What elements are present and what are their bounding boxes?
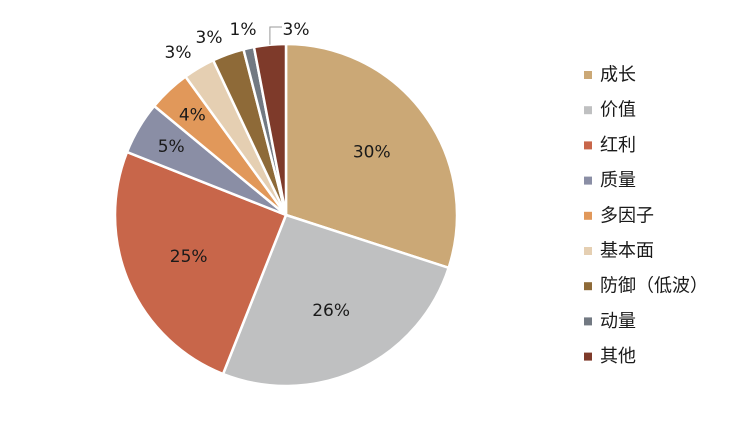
legend-item-3: 红利 xyxy=(584,135,636,156)
legend-item-8: 动量 xyxy=(584,311,636,332)
pie-slice-9 xyxy=(252,42,288,217)
legend-label: 防御（低波） xyxy=(600,276,708,297)
data-label-7: 3% xyxy=(196,28,223,48)
data-label-3: 25% xyxy=(170,247,208,267)
data-label-4: 5% xyxy=(158,137,185,157)
legend-swatch xyxy=(584,282,592,291)
legend-swatch xyxy=(584,106,592,115)
leader-line-9 xyxy=(269,26,282,45)
legend-label: 质量 xyxy=(600,170,636,191)
legend-item-2: 价值 xyxy=(584,100,636,121)
legend-item-6: 基本面 xyxy=(584,241,654,262)
legend-swatch xyxy=(584,71,592,79)
data-label-5: 4% xyxy=(179,105,206,125)
pie-slice-1 xyxy=(284,42,459,270)
legend-item-5: 多因子 xyxy=(584,205,654,226)
legend-swatch xyxy=(584,317,592,326)
data-label-8: 1% xyxy=(230,20,257,40)
legend-label: 成长 xyxy=(600,65,636,86)
legend-label: 红利 xyxy=(600,135,636,156)
legend-label: 其他 xyxy=(600,346,636,367)
pie-slice-2 xyxy=(221,213,450,388)
data-label-9: 3% xyxy=(283,20,310,40)
legend-swatch xyxy=(584,211,592,220)
legend-item-7: 防御（低波） xyxy=(584,276,708,297)
legend-item-4: 质量 xyxy=(584,170,636,191)
legend-swatch xyxy=(584,247,592,255)
legend-label: 多因子 xyxy=(600,205,654,226)
legend-swatch xyxy=(584,176,592,185)
legend-label: 基本面 xyxy=(600,241,654,262)
pie-slice-3 xyxy=(113,150,288,376)
legend-item-9: 其他 xyxy=(584,346,636,367)
data-label-2: 26% xyxy=(312,301,350,321)
data-label-1: 30% xyxy=(353,143,391,163)
data-labels: 30%26%25%5%4%3%3% 1% 3% xyxy=(158,20,391,321)
legend-label: 价值 xyxy=(600,100,636,121)
data-label-6: 3% xyxy=(165,43,192,63)
legend-item-1: 成长 xyxy=(584,65,636,86)
legend-swatch xyxy=(584,352,592,361)
leader-lines xyxy=(269,26,282,45)
legend-swatch xyxy=(584,141,592,150)
legend-label: 动量 xyxy=(600,311,636,332)
pie-slices xyxy=(113,42,459,388)
